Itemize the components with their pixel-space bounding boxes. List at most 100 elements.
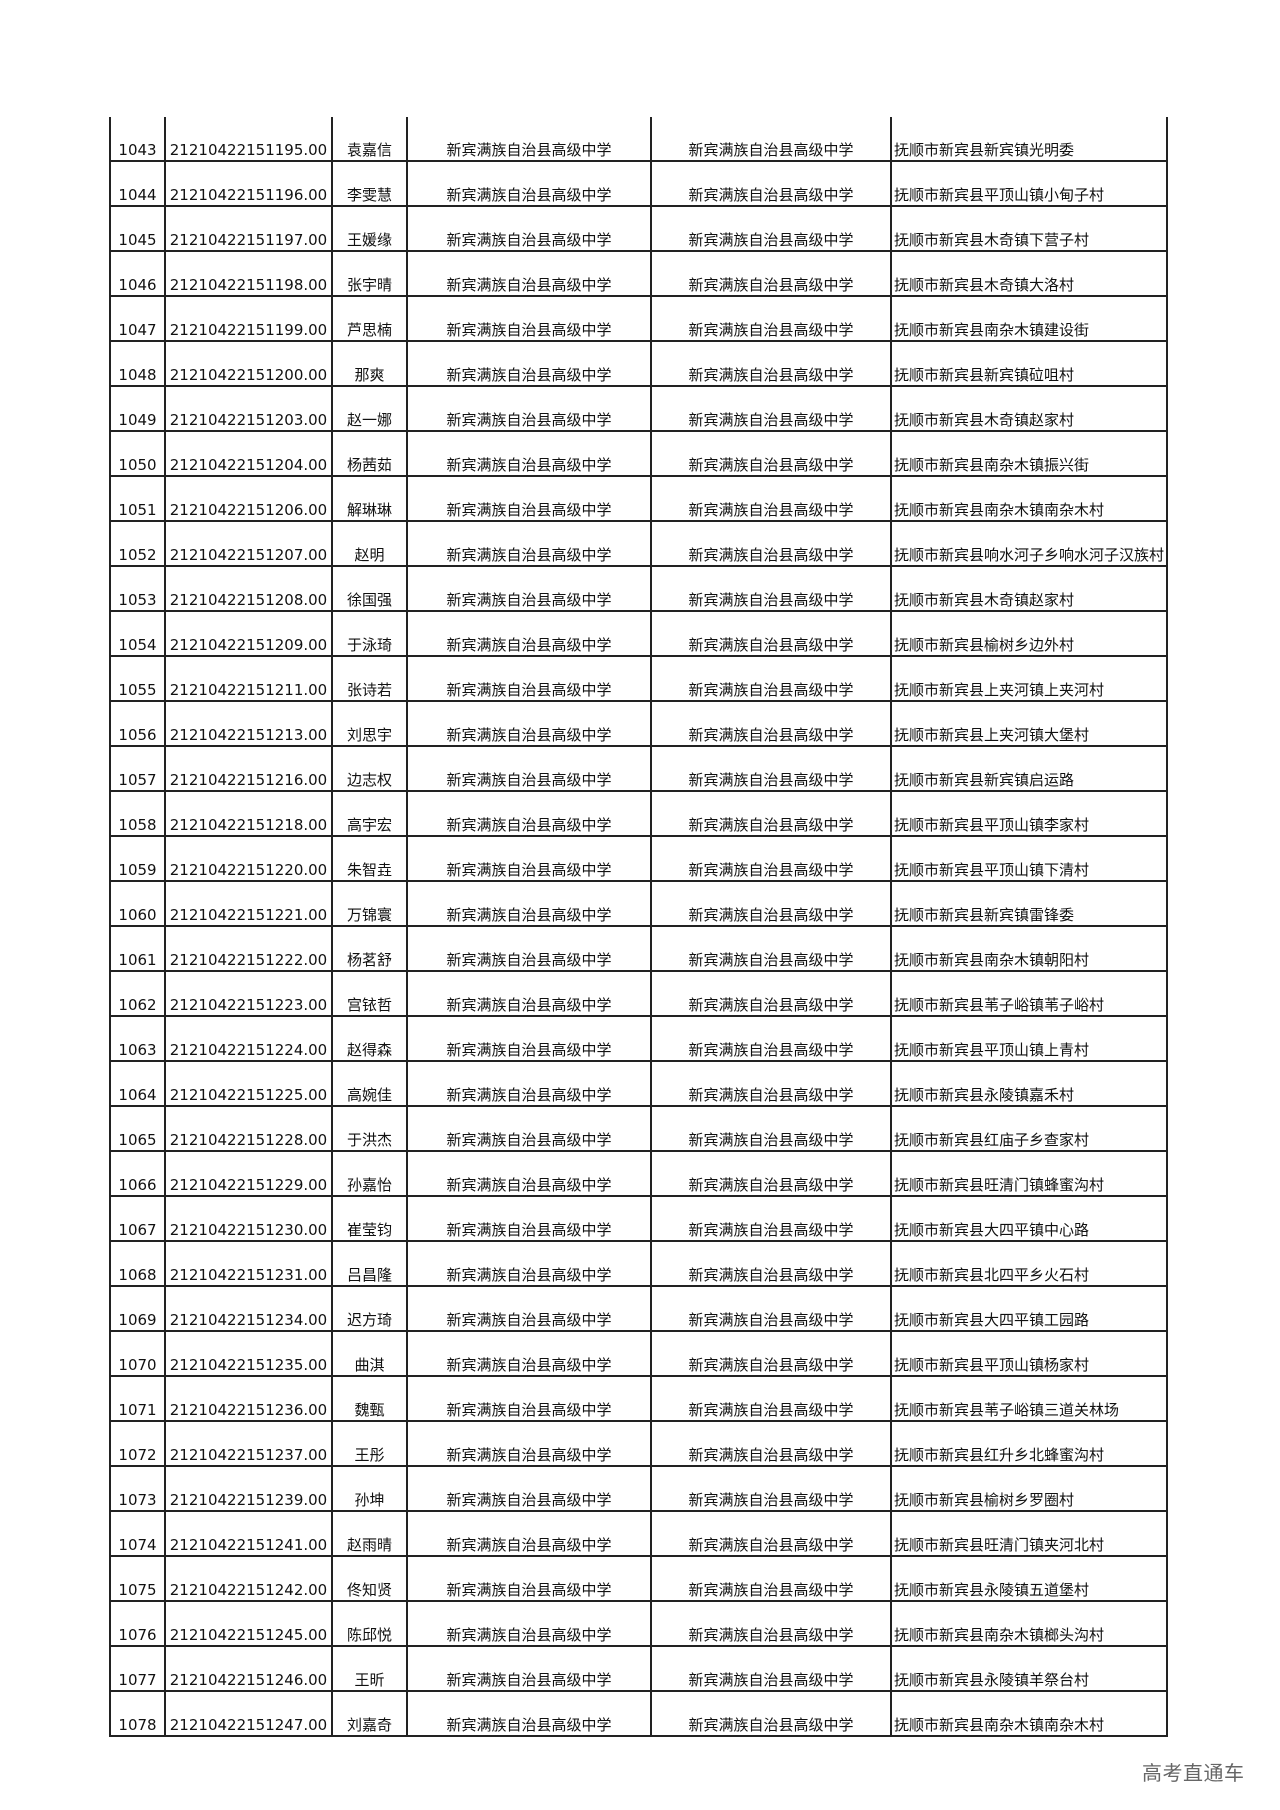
admitted-school-cell: 新宾满族自治县高级中学 <box>650 836 892 882</box>
address-cell: 抚顺市新宾县平顶山镇杨家村 <box>890 1331 1168 1377</box>
row-number-cell: 1057 <box>109 746 166 792</box>
address-cell: 抚顺市新宾县南杂木镇振兴街 <box>890 431 1168 477</box>
table-row: 1064 21210422151225.00 高婉佳 新宾满族自治县高级中学 新宾满族自… <box>109 1061 1168 1107</box>
exam-id-cell: 21210422151221.00 <box>164 881 333 927</box>
school-cell: 新宾满族自治县高级中学 <box>406 1646 652 1692</box>
student-name-cell: 高婉佳 <box>331 1061 408 1107</box>
address-cell: 抚顺市新宾县永陵镇羊祭台村 <box>890 1646 1168 1692</box>
table-row: 1049 21210422151203.00 赵一娜 新宾满族自治县高级中学 新宾满族自… <box>109 386 1168 432</box>
exam-id-cell: 21210422151199.00 <box>164 296 333 342</box>
school-cell: 新宾满族自治县高级中学 <box>406 1286 652 1332</box>
school-cell: 新宾满族自治县高级中学 <box>406 926 652 972</box>
table-row: 1078 21210422151247.00 刘嘉奇 新宾满族自治县高级中学 新宾满族自… <box>109 1691 1168 1737</box>
row-number-cell: 1052 <box>109 521 166 567</box>
address-cell: 抚顺市新宾县木奇镇赵家村 <box>890 566 1168 612</box>
table-row: 1069 21210422151234.00 迟方琦 新宾满族自治县高级中学 新宾满族自… <box>109 1286 1168 1332</box>
address-cell: 抚顺市新宾县木奇镇下营子村 <box>890 206 1168 252</box>
student-list-table: 1043 21210422151195.00 袁嘉信 新宾满族自治县高级中学 新宾满族自… <box>109 117 1168 1737</box>
exam-id-cell: 21210422151231.00 <box>164 1241 333 1287</box>
student-name-cell: 朱智垚 <box>331 836 408 882</box>
student-name-cell: 魏甄 <box>331 1376 408 1422</box>
row-number-cell: 1047 <box>109 296 166 342</box>
address-cell: 抚顺市新宾县新宾镇启运路 <box>890 746 1168 792</box>
admitted-school-cell: 新宾满族自治县高级中学 <box>650 1466 892 1512</box>
row-number-cell: 1062 <box>109 971 166 1017</box>
student-name-cell: 孙嘉怡 <box>331 1151 408 1197</box>
student-name-cell: 万锦寰 <box>331 881 408 927</box>
row-number-cell: 1064 <box>109 1061 166 1107</box>
address-cell: 抚顺市新宾县新宾镇砬咀村 <box>890 341 1168 387</box>
row-number-cell: 1060 <box>109 881 166 927</box>
address-cell: 抚顺市新宾县平顶山镇上青村 <box>890 1016 1168 1062</box>
exam-id-cell: 21210422151195.00 <box>164 117 333 162</box>
admitted-school-cell: 新宾满族自治县高级中学 <box>650 926 892 972</box>
table-row: 1044 21210422151196.00 李雯慧 新宾满族自治县高级中学 新宾满族自… <box>109 161 1168 207</box>
student-name-cell: 杨茗舒 <box>331 926 408 972</box>
address-cell: 抚顺市新宾县南杂木镇南杂木村 <box>890 1691 1168 1737</box>
admitted-school-cell: 新宾满族自治县高级中学 <box>650 1016 892 1062</box>
school-cell: 新宾满族自治县高级中学 <box>406 791 652 837</box>
address-cell: 抚顺市新宾县大四平镇工园路 <box>890 1286 1168 1332</box>
exam-id-cell: 21210422151230.00 <box>164 1196 333 1242</box>
table-row: 1076 21210422151245.00 陈邱悦 新宾满族自治县高级中学 新宾满族自… <box>109 1601 1168 1647</box>
admitted-school-cell: 新宾满族自治县高级中学 <box>650 1376 892 1422</box>
admitted-school-cell: 新宾满族自治县高级中学 <box>650 611 892 657</box>
table-row: 1056 21210422151213.00 刘思宇 新宾满族自治县高级中学 新宾满族自… <box>109 701 1168 747</box>
student-name-cell: 王昕 <box>331 1646 408 1692</box>
address-cell: 抚顺市新宾县旺清门镇蜂蜜沟村 <box>890 1151 1168 1197</box>
student-name-cell: 崔莹钧 <box>331 1196 408 1242</box>
exam-id-cell: 21210422151207.00 <box>164 521 333 567</box>
exam-id-cell: 21210422151204.00 <box>164 431 333 477</box>
exam-id-cell: 21210422151216.00 <box>164 746 333 792</box>
student-name-cell: 解琳琳 <box>331 476 408 522</box>
admitted-school-cell: 新宾满族自治县高级中学 <box>650 1061 892 1107</box>
exam-id-cell: 21210422151209.00 <box>164 611 333 657</box>
row-number-cell: 1054 <box>109 611 166 657</box>
address-cell: 抚顺市新宾县上夹河镇大堡村 <box>890 701 1168 747</box>
exam-id-cell: 21210422151223.00 <box>164 971 333 1017</box>
school-cell: 新宾满族自治县高级中学 <box>406 611 652 657</box>
row-number-cell: 1068 <box>109 1241 166 1287</box>
row-number-cell: 1056 <box>109 701 166 747</box>
row-number-cell: 1071 <box>109 1376 166 1422</box>
exam-id-cell: 21210422151222.00 <box>164 926 333 972</box>
admitted-school-cell: 新宾满族自治县高级中学 <box>650 296 892 342</box>
school-cell: 新宾满族自治县高级中学 <box>406 1061 652 1107</box>
address-cell: 抚顺市新宾县苇子峪镇三道关林场 <box>890 1376 1168 1422</box>
exam-id-cell: 21210422151197.00 <box>164 206 333 252</box>
admitted-school-cell: 新宾满族自治县高级中学 <box>650 1286 892 1332</box>
exam-id-cell: 21210422151203.00 <box>164 386 333 432</box>
student-name-cell: 孙坤 <box>331 1466 408 1512</box>
address-cell: 抚顺市新宾县新宾镇雷锋委 <box>890 881 1168 927</box>
table-row: 1043 21210422151195.00 袁嘉信 新宾满族自治县高级中学 新宾满族自… <box>109 117 1168 162</box>
school-cell: 新宾满族自治县高级中学 <box>406 1511 652 1557</box>
exam-id-cell: 21210422151218.00 <box>164 791 333 837</box>
row-number-cell: 1072 <box>109 1421 166 1467</box>
school-cell: 新宾满族自治县高级中学 <box>406 746 652 792</box>
school-cell: 新宾满族自治县高级中学 <box>406 1601 652 1647</box>
table-row: 1070 21210422151235.00 曲淇 新宾满族自治县高级中学 新宾满族自治… <box>109 1331 1168 1377</box>
address-cell: 抚顺市新宾县榆树乡边外村 <box>890 611 1168 657</box>
exam-id-cell: 21210422151245.00 <box>164 1601 333 1647</box>
admitted-school-cell: 新宾满族自治县高级中学 <box>650 161 892 207</box>
exam-id-cell: 21210422151246.00 <box>164 1646 333 1692</box>
table-row: 1060 21210422151221.00 万锦寰 新宾满族自治县高级中学 新宾满族自… <box>109 881 1168 927</box>
row-number-cell: 1074 <box>109 1511 166 1557</box>
table-body: 1043 21210422151195.00 袁嘉信 新宾满族自治县高级中学 新宾满族自… <box>109 117 1168 1737</box>
student-name-cell: 赵雨晴 <box>331 1511 408 1557</box>
school-cell: 新宾满族自治县高级中学 <box>406 1421 652 1467</box>
student-name-cell: 赵一娜 <box>331 386 408 432</box>
school-cell: 新宾满族自治县高级中学 <box>406 1331 652 1377</box>
exam-id-cell: 21210422151224.00 <box>164 1016 333 1062</box>
address-cell: 抚顺市新宾县新宾镇光明委 <box>890 117 1168 162</box>
address-cell: 抚顺市新宾县南杂木镇南杂木村 <box>890 476 1168 522</box>
admitted-school-cell: 新宾满族自治县高级中学 <box>650 251 892 297</box>
school-cell: 新宾满族自治县高级中学 <box>406 1691 652 1737</box>
table-row: 1057 21210422151216.00 边志权 新宾满族自治县高级中学 新宾满族自… <box>109 746 1168 792</box>
student-name-cell: 于洪杰 <box>331 1106 408 1152</box>
address-cell: 抚顺市新宾县平顶山镇李家村 <box>890 791 1168 837</box>
row-number-cell: 1059 <box>109 836 166 882</box>
address-cell: 抚顺市新宾县木奇镇大洛村 <box>890 251 1168 297</box>
exam-id-cell: 21210422151213.00 <box>164 701 333 747</box>
address-cell: 抚顺市新宾县木奇镇赵家村 <box>890 386 1168 432</box>
